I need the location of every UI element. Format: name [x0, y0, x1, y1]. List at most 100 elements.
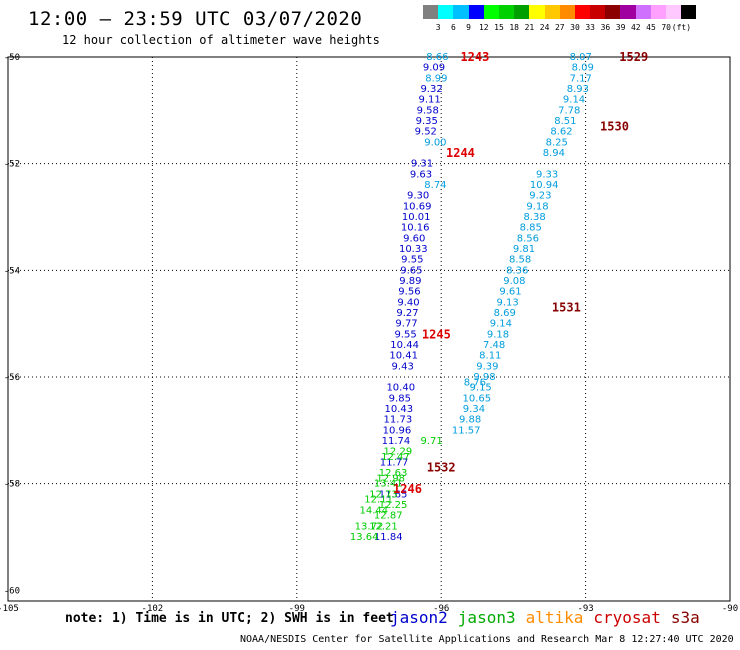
data-point-jason2: 9.31	[411, 159, 433, 170]
plot-frame	[7, 56, 731, 602]
data-point-s3a: 9.18	[526, 201, 548, 212]
data-point-s3a: 8.36	[506, 265, 528, 276]
legend-label: 33	[585, 23, 596, 32]
data-point-s3a: 9.39	[476, 361, 498, 372]
data-point-s3a: 9.23	[529, 191, 551, 202]
data-point-jason3: 12.87	[374, 511, 403, 522]
data-point-jason2: 9.09	[423, 63, 445, 74]
data-point-jason2: 9.30	[407, 191, 429, 202]
legend-label: 15	[494, 23, 504, 32]
legend-swatch	[681, 5, 697, 19]
chart-title: 12:00 – 23:59 UTC 03/07/2020	[28, 8, 363, 30]
legend-label: 9	[466, 23, 472, 32]
legend-swatch	[453, 5, 469, 19]
pass-annotation: 1244	[446, 146, 475, 160]
legend-label: (ft)	[671, 23, 692, 32]
legend-labels: 3 6 9 12 15 18 21 24 27 30 33 36 39 42 45 70 (ft)	[423, 23, 740, 35]
data-point-jason2: 9.58	[417, 105, 439, 116]
data-point-s3a: 8.69	[494, 308, 516, 319]
data-point-jason2: 11.84	[374, 532, 403, 543]
data-point-jason2: 9.60	[403, 233, 425, 244]
data-point-s3a: 9.18	[487, 329, 509, 340]
data-point-s3a: 7.48	[483, 340, 505, 351]
data-point-s3a: 8.85	[520, 223, 542, 234]
y-tick-label: -54	[4, 266, 20, 276]
y-tick-label: -52	[4, 160, 20, 170]
data-point-s3a: 8.09	[572, 63, 594, 74]
legend-label: 36	[600, 23, 611, 32]
legend-swatch	[498, 5, 515, 19]
satellite-cryosat: cryosat	[593, 608, 661, 627]
legend-swatch	[620, 5, 636, 19]
color-legend: 3 6 9 12 15 18 21 24 27 30 33 36 39 42 45 70 (ft)	[423, 5, 697, 32]
data-point-jason3: 12.11	[364, 495, 393, 506]
data-point-jason3: 9.71	[420, 436, 442, 447]
data-point-jason2: 9.40	[397, 297, 419, 308]
data-point-jason3: 12.25	[379, 500, 408, 511]
satellite-jason3: jason3	[457, 608, 516, 627]
legend-swatch	[544, 5, 560, 19]
legend-label: 39	[615, 23, 626, 32]
data-point-s3a: 9.00	[424, 137, 446, 148]
data-point-s3a: 8.07	[570, 52, 592, 63]
legend-label: 18	[509, 23, 520, 32]
data-point-s3a: 8.74	[424, 180, 446, 191]
data-point-s3a: 9.88	[459, 415, 481, 426]
satellite-legend: jason2 jason3 altika cryosat s3a	[390, 608, 710, 627]
data-point-s3a: 9.14	[490, 319, 512, 330]
data-point-jason2: 9.55	[394, 329, 416, 340]
legend-swatch	[590, 5, 606, 19]
pass-annotation: 1246	[393, 482, 422, 496]
data-point-jason3: 12.63	[379, 468, 408, 479]
legend-swatch	[605, 5, 621, 19]
data-point-jason2: 9.32	[420, 84, 442, 95]
legend-label: 6	[450, 23, 456, 32]
x-tick-label: -105	[0, 604, 19, 614]
data-point-jason2: 9.35	[416, 116, 438, 127]
data-point-s3a: 8.38	[523, 212, 545, 223]
data-point-jason2: 10.96	[383, 425, 412, 436]
data-point-jason2: 10.16	[401, 223, 430, 234]
data-point-jason3: 12.73	[369, 489, 398, 500]
data-point-jason2: 11.77	[380, 457, 409, 468]
legend-swatch	[635, 5, 651, 19]
data-point-s3a: 8.94	[543, 148, 565, 159]
data-point-s3a: 9.33	[536, 169, 558, 180]
x-tick-label: -99	[289, 604, 305, 614]
data-point-jason2: 10.41	[389, 351, 418, 362]
legend-swatch	[650, 5, 666, 19]
legend-label: 42	[630, 23, 641, 32]
y-tick-label: -60	[4, 586, 20, 596]
data-point-jason3: 12.21	[369, 521, 398, 532]
x-tick-label: -102	[142, 604, 164, 614]
data-point-s3a: 9.14	[563, 95, 585, 106]
data-point-jason2: 10.40	[386, 383, 415, 394]
data-point-jason2: 9.43	[392, 361, 414, 372]
data-point-jason3: 13.41	[374, 479, 403, 490]
data-point-jason2: 9.52	[415, 127, 437, 138]
legend-label: 30	[570, 23, 580, 32]
data-point-jason2: 9.85	[389, 393, 411, 404]
x-tick-label: -90	[722, 604, 738, 614]
data-point-jason2: 9.65	[400, 265, 422, 276]
data-point-s3a: 10.94	[530, 180, 559, 191]
x-tick-label: -96	[433, 604, 449, 614]
pass-annotation: 1529	[619, 50, 648, 64]
x-tick-label: -93	[577, 604, 593, 614]
data-point-jason2: 11.74	[382, 436, 411, 447]
data-point-jason2: 10.69	[403, 201, 432, 212]
data-point-s3a: 9.98	[473, 372, 495, 383]
data-point-s3a: 9.81	[513, 244, 535, 255]
legend-label: 3	[435, 23, 441, 32]
legend-swatch	[514, 5, 530, 19]
chart-subtitle: 12 hour collection of altimeter wave hei…	[62, 33, 380, 47]
data-point-jason2: 10.43	[385, 404, 414, 415]
data-point-s3a: 8.99	[425, 73, 447, 84]
data-point-s3a: 8.56	[517, 233, 539, 244]
legend-swatch	[666, 5, 682, 19]
data-point-jason2: 10.01	[402, 212, 431, 223]
data-point-jason3: 13.64	[350, 532, 379, 543]
data-point-jason3: 12.47	[381, 452, 410, 463]
legend-label: 12	[478, 23, 489, 32]
legend-swatches	[423, 5, 697, 19]
